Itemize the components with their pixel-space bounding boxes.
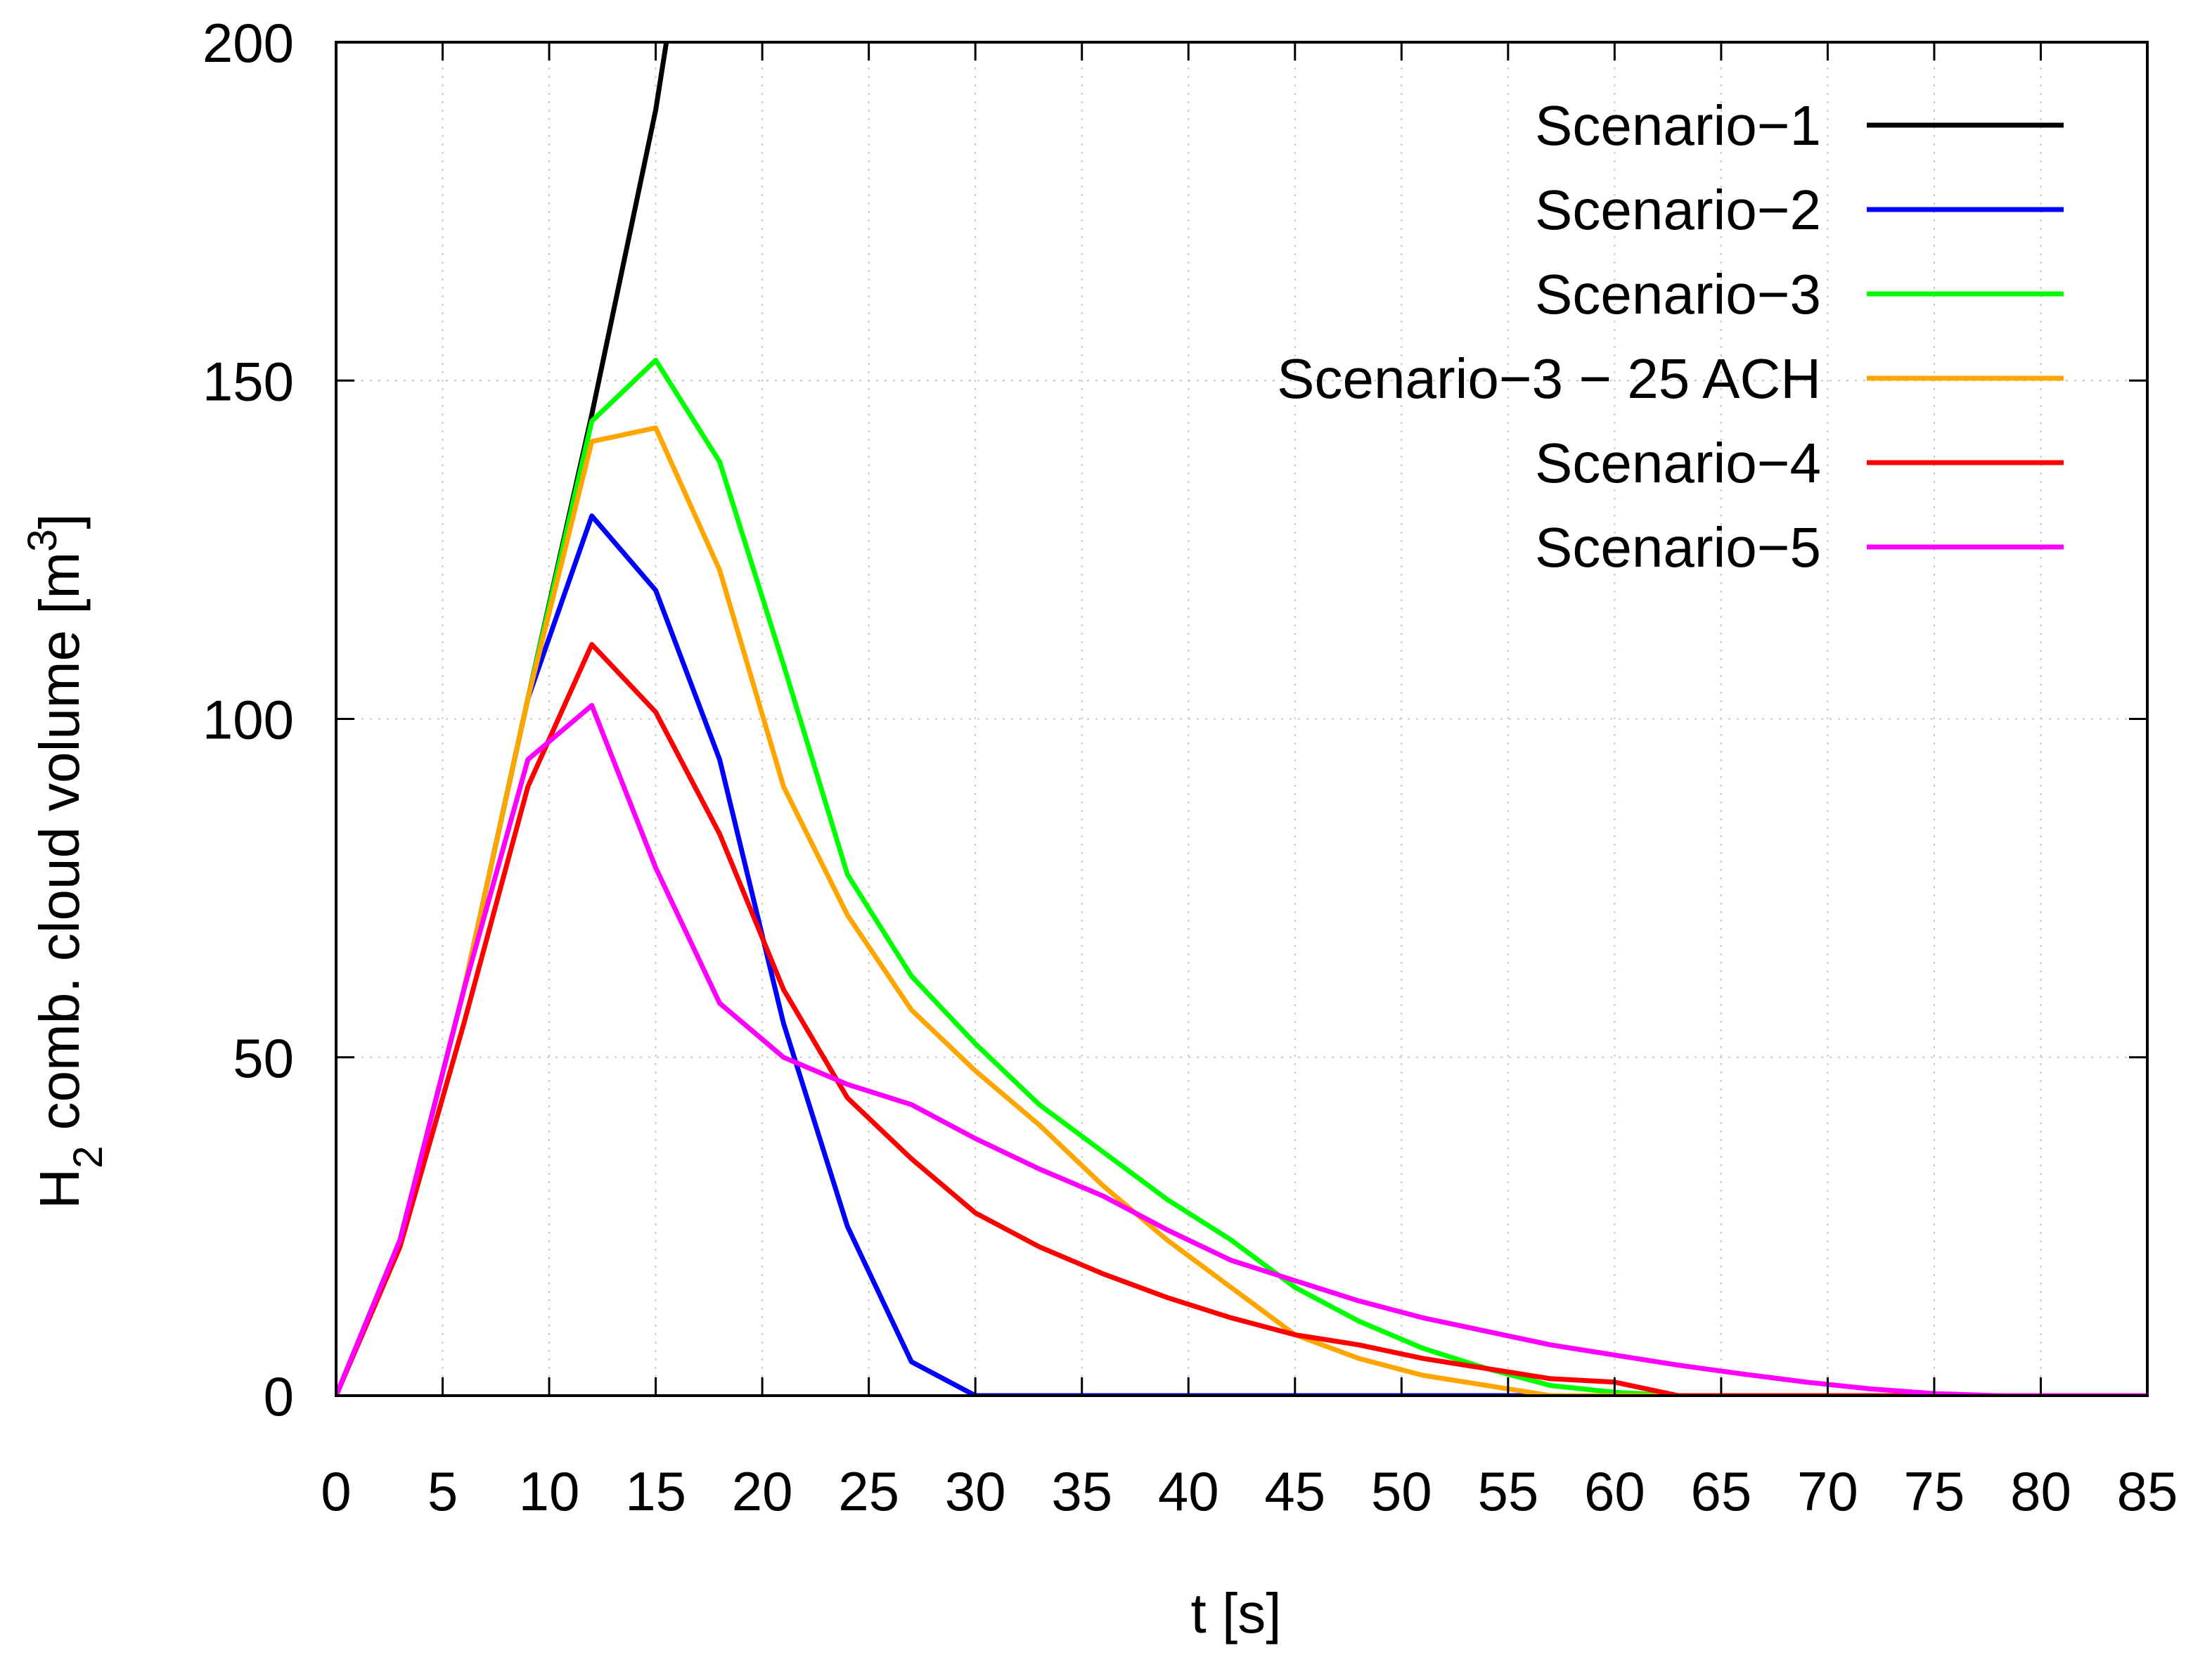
- x-tick-label: 55: [1477, 1460, 1538, 1522]
- y-axis-title-sub: 2: [65, 1146, 111, 1169]
- x-axis-title: t [s]: [1191, 1582, 1282, 1645]
- y-tick-label: 200: [202, 12, 294, 74]
- ticks-layer: 0 5 10 15 20 25 30 35 40 45 50 55 60 65 70 75 80 85 0 50 100…: [202, 12, 2178, 1522]
- y-axis-title-close: ]: [28, 513, 91, 529]
- x-tick-label: 30: [945, 1460, 1006, 1522]
- x-tick-label: 10: [519, 1460, 580, 1522]
- x-tick-label: 60: [1584, 1460, 1645, 1522]
- x-tick-label: 70: [1797, 1460, 1858, 1522]
- y-axis-title-rest: comb. cloud volume [m: [28, 552, 91, 1146]
- y-axis-title-main: H: [28, 1169, 91, 1209]
- x-tick-label: 0: [321, 1460, 351, 1522]
- x-tick-label: 20: [732, 1460, 793, 1522]
- y-tick-label: 0: [264, 1365, 294, 1427]
- x-tick-label: 35: [1051, 1460, 1112, 1522]
- series-line-4: [336, 425, 2147, 1396]
- legend: Scenario−1 Scenario−2 Scenario−3 Scenario−3…: [1277, 94, 2064, 579]
- x-tick-label: 65: [1690, 1460, 1751, 1522]
- legend-label-3: Scenario−3: [1535, 263, 1821, 326]
- x-tick-label: 25: [838, 1460, 899, 1522]
- legend-label-6: Scenario−5: [1535, 516, 1821, 579]
- x-tick-label: 75: [1904, 1460, 1965, 1522]
- x-tick-label: 40: [1158, 1460, 1219, 1522]
- legend-label-5: Scenario−4: [1535, 432, 1821, 494]
- legend-label-2: Scenario−2: [1535, 179, 1821, 241]
- series-line-3: [336, 357, 2147, 1396]
- y-axis-title: H2 comb. cloud volume [m3]: [20, 513, 111, 1209]
- legend-label-4: Scenario−3 − 25 ACH: [1277, 347, 1821, 410]
- y-axis-title-sup: 3: [20, 529, 65, 552]
- series-line-5: [336, 642, 2147, 1396]
- y-tick-label: 100: [202, 689, 294, 751]
- y-tick-label: 150: [202, 350, 294, 412]
- x-tick-label: 45: [1264, 1460, 1325, 1522]
- x-tick-label: 5: [427, 1460, 458, 1522]
- x-tick-label: 80: [2010, 1460, 2071, 1522]
- series-layer: [336, 42, 2147, 1396]
- x-tick-label: 85: [2117, 1460, 2178, 1522]
- legend-label-1: Scenario−1: [1535, 94, 1821, 157]
- y-tick-label: 50: [233, 1027, 294, 1089]
- x-tick-label: 15: [625, 1460, 686, 1522]
- x-tick-label: 50: [1371, 1460, 1432, 1522]
- series-line-2: [336, 513, 2147, 1396]
